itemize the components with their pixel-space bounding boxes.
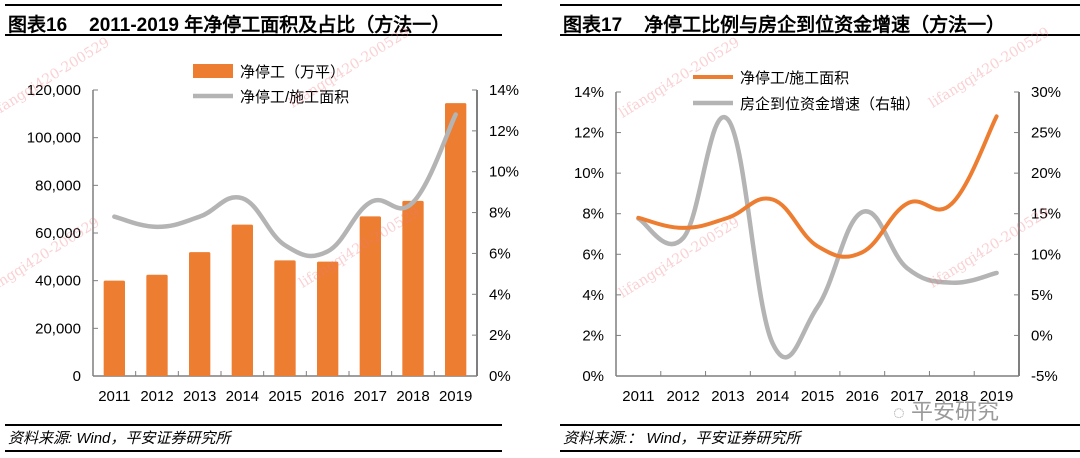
x-tick-label: 2017	[354, 388, 387, 405]
left-y-tick-label: 40,000	[35, 273, 81, 290]
left-y-tick-label: 0	[73, 368, 81, 385]
title-rule	[560, 34, 1080, 36]
legend-label-funding: 房企到位资金增速（右轴）	[740, 95, 920, 113]
left-y-tick-label: 80,000	[35, 177, 81, 194]
x-tick-label: 2014	[226, 388, 259, 405]
x-tick-label: 2012	[666, 388, 699, 405]
legend-swatch-bar	[193, 64, 233, 78]
source-bottom-rule	[560, 450, 1080, 452]
left-y-tick-label: 0%	[582, 368, 604, 385]
right-y-tick-label: 8%	[489, 205, 511, 222]
right-y-tick-label: 4%	[489, 286, 511, 303]
legend-label-line: 净停工/施工面积	[240, 89, 349, 106]
right-y-tick-label: 15%	[1031, 206, 1061, 223]
left-y-tick-label: 14%	[574, 84, 604, 101]
x-tick-label: 2018	[935, 388, 968, 405]
x-tick-label: 2013	[183, 388, 216, 405]
figure-16-source: 资料来源: Wind，平安证券研究所	[8, 430, 231, 447]
source-bottom-rule	[5, 450, 502, 452]
bar-2017	[359, 216, 381, 376]
bar-2018	[402, 200, 424, 376]
x-tick-label: 2017	[890, 388, 923, 405]
right-y-tick-label: 0%	[1031, 327, 1053, 344]
left-y-tick-label: 6%	[582, 246, 604, 263]
title-rule	[5, 34, 502, 36]
left-y-tick-label: 2%	[582, 327, 604, 344]
bar-2012	[146, 274, 168, 376]
x-tick-label: 2019	[439, 388, 472, 405]
x-tick-label: 2014	[756, 388, 789, 405]
left-y-tick-label: 10%	[574, 165, 604, 182]
left-y-tick-label: 12%	[574, 125, 604, 142]
right-y-tick-label: 10%	[1031, 246, 1061, 263]
bar-2011	[103, 280, 125, 376]
legend-label-ratio: 净停工/施工面积	[740, 70, 849, 87]
brand-text: 平安研究	[911, 399, 1000, 424]
line-series-suspension-ratio	[636, 114, 999, 259]
left-y-tick-label: 120,000	[27, 82, 81, 99]
left-y-tick-label: 20,000	[35, 320, 81, 337]
figure-16-panel: 图表16 2011-2019 年净停工面积及占比（方法一） 资料来源: Wind，…	[5, 4, 502, 452]
right-y-tick-label: 25%	[1031, 125, 1061, 142]
figure-17-panel: 图表17 净停工比例与房企到位资金增速（方法一） 资料来源:： Wind，平安证券…	[540, 0, 1080, 458]
right-y-tick-label: 6%	[489, 245, 511, 262]
left-y-tick-label: 60,000	[35, 225, 81, 242]
right-y-tick-label: 10%	[489, 164, 519, 181]
right-y-tick-label: 2%	[489, 327, 511, 344]
bar-2015	[274, 260, 296, 376]
line-series-funding-growth	[636, 114, 999, 360]
x-tick-label: 2013	[711, 388, 744, 405]
x-tick-label: 2016	[311, 388, 344, 405]
line-series-ratio	[112, 112, 458, 259]
x-tick-label: 2012	[140, 388, 173, 405]
bar-2013	[189, 252, 211, 376]
x-tick-label: 2019	[980, 388, 1013, 405]
figure-17-source: 资料来源:： Wind，平安证券研究所	[563, 430, 801, 447]
chart-net-suspension-area: 0 20,000 40,000 60,000 80,000 100,000 120,000 0…	[27, 64, 519, 405]
right-y-tick-label: 5%	[1031, 287, 1053, 304]
right-y-tick-label: 12%	[489, 123, 519, 140]
top-rule	[5, 4, 502, 6]
brand-watermark: ◌ 平安研究	[893, 394, 999, 426]
right-y-tick-label: 30%	[1031, 84, 1061, 101]
wechat-icon: ◌	[893, 402, 905, 424]
right-y-tick-label: 14%	[489, 82, 519, 99]
figure-16-title: 图表16 2011-2019 年净停工面积及占比（方法一）	[8, 10, 450, 37]
figure-17-title: 图表17 净停工比例与房企到位资金增速（方法一）	[563, 10, 1005, 37]
source-top-rule	[560, 424, 1080, 426]
x-tick-label: 2011	[98, 388, 130, 405]
bar-2019	[445, 103, 467, 376]
figure-number: 图表16	[8, 15, 68, 36]
left-y-tick-label: 8%	[582, 206, 604, 223]
x-tick-label: 2015	[801, 388, 834, 405]
figure-title-text: 2011-2019 年净停工面积及占比（方法一）	[89, 15, 451, 36]
x-tick-label: 2018	[396, 388, 429, 405]
right-y-tick-label: 0%	[489, 368, 511, 385]
left-y-tick-label: 100,000	[27, 130, 81, 147]
source-top-rule	[5, 424, 502, 426]
bar-2014	[231, 224, 253, 376]
x-tick-label: 2015	[268, 388, 301, 405]
left-y-tick-label: 4%	[582, 287, 604, 304]
figure-title-text: 净停工比例与房企到位资金增速（方法一）	[644, 15, 1006, 36]
figure-number: 图表17	[563, 15, 623, 36]
right-y-tick-label: -5%	[1031, 368, 1058, 385]
x-tick-label: 2011	[622, 388, 654, 405]
legend-label-bar: 净停工（万平）	[240, 64, 345, 81]
x-tick-label: 2016	[846, 388, 879, 405]
top-rule	[560, 4, 1080, 6]
bar-2016	[317, 261, 339, 376]
right-y-tick-label: 20%	[1031, 165, 1061, 182]
